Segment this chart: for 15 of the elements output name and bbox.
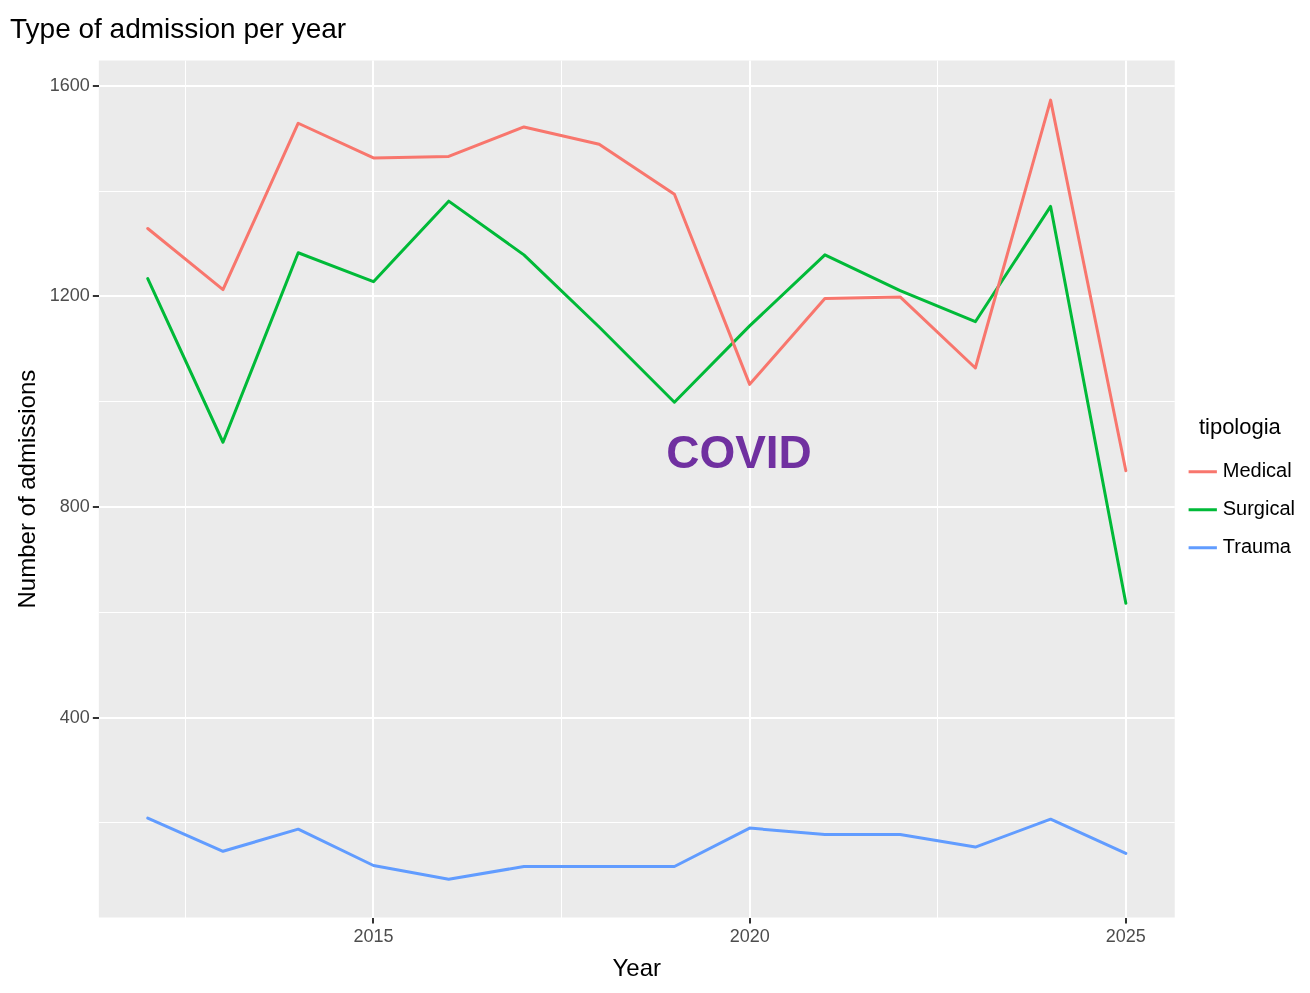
- legend-title: tipologia: [1198, 414, 1282, 440]
- legend-label: Trauma: [1222, 535, 1292, 558]
- chart-title: Type of admission per year: [10, 12, 347, 44]
- y-tick-label: 1600: [49, 74, 90, 95]
- x-tick-label: 2015: [353, 926, 394, 947]
- x-tick-label: 2020: [729, 926, 770, 947]
- y-tick-label: 1200: [49, 285, 90, 306]
- y-tick-label: 400: [59, 706, 90, 727]
- legend-label: Surgical: [1222, 497, 1296, 520]
- y-tick-label: 800: [59, 495, 90, 516]
- x-axis-title: Year: [612, 954, 662, 982]
- annotation: COVID: [666, 425, 812, 478]
- x-tick-label: 2025: [1105, 926, 1146, 947]
- legend-label: Medical: [1222, 459, 1292, 482]
- y-axis-title: Number of admissions: [13, 369, 41, 609]
